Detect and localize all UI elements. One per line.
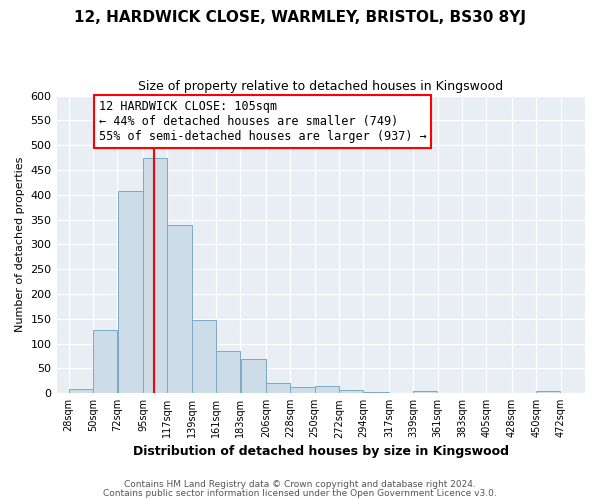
- Text: Contains public sector information licensed under the Open Government Licence v3: Contains public sector information licen…: [103, 488, 497, 498]
- X-axis label: Distribution of detached houses by size in Kingswood: Distribution of detached houses by size …: [133, 444, 509, 458]
- Bar: [339, 390, 363, 393]
- Bar: [413, 391, 437, 393]
- Text: Contains HM Land Registry data © Crown copyright and database right 2024.: Contains HM Land Registry data © Crown c…: [124, 480, 476, 489]
- Bar: [216, 350, 240, 393]
- Bar: [143, 158, 167, 393]
- Y-axis label: Number of detached properties: Number of detached properties: [15, 156, 25, 332]
- Text: 12, HARDWICK CLOSE, WARMLEY, BRISTOL, BS30 8YJ: 12, HARDWICK CLOSE, WARMLEY, BRISTOL, BS…: [74, 10, 526, 25]
- Bar: [241, 359, 266, 393]
- Bar: [536, 391, 560, 393]
- Bar: [364, 392, 389, 393]
- Bar: [118, 192, 143, 393]
- Bar: [93, 330, 118, 393]
- Bar: [290, 386, 314, 393]
- Bar: [315, 386, 339, 393]
- Bar: [69, 389, 93, 393]
- Bar: [192, 320, 216, 393]
- Bar: [167, 224, 191, 393]
- Bar: [266, 384, 290, 393]
- Title: Size of property relative to detached houses in Kingswood: Size of property relative to detached ho…: [138, 80, 503, 93]
- Text: 12 HARDWICK CLOSE: 105sqm
← 44% of detached houses are smaller (749)
55% of semi: 12 HARDWICK CLOSE: 105sqm ← 44% of detac…: [99, 100, 427, 143]
